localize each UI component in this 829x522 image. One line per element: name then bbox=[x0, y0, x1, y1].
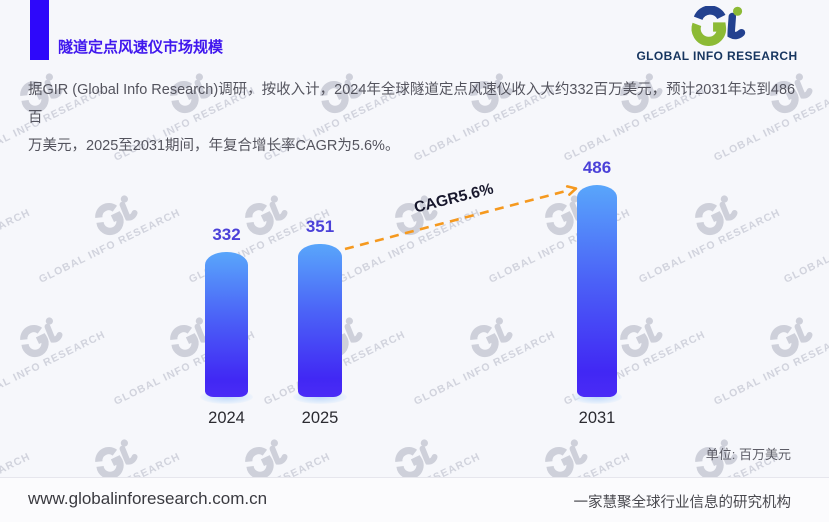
intro-line-2: 万美元，2025至2031期间，年复合增长率CAGR为5.6%。 bbox=[28, 138, 400, 154]
value-label: 486 bbox=[582, 158, 612, 177]
title-accent-bar bbox=[30, 0, 49, 60]
gi-watermark-icon bbox=[170, 73, 213, 113]
watermark: GLOBAL INFO RESEARCH bbox=[397, 56, 578, 164]
intro-paragraph: 据GIR (Global Info Research)调研，按收入计，2024年… bbox=[28, 76, 807, 160]
watermark: GLOBAL INFO RESEARCH bbox=[322, 409, 503, 477]
footer: www.globalinforesearch.com.cn 一家慧聚全球行业信息… bbox=[0, 477, 829, 522]
gi-watermark-icon bbox=[245, 195, 288, 235]
intro-line-1: 据GIR (Global Info Research)调研，按收入计，2024年… bbox=[28, 82, 796, 126]
bar-group-2031: 486 2031 bbox=[572, 158, 622, 427]
gi-watermark-icon bbox=[95, 195, 138, 235]
website-link[interactable]: www.globalinforesearch.com.cn bbox=[28, 489, 268, 508]
bar bbox=[205, 252, 248, 397]
gi-watermark-icon bbox=[470, 73, 513, 113]
bar bbox=[577, 185, 617, 397]
gi-watermark-icon bbox=[620, 73, 663, 113]
watermark: GLOBAL INFO RESEARCH bbox=[247, 56, 428, 164]
gi-watermark-icon bbox=[695, 439, 738, 477]
watermark: GLOBAL INFO RESEARCH bbox=[0, 56, 127, 164]
x-axis-label: 2031 bbox=[578, 409, 616, 427]
gi-watermark-icon bbox=[620, 317, 663, 357]
unit-label: 单位: 百万美元 bbox=[705, 447, 791, 462]
bar bbox=[298, 244, 342, 397]
x-axis-label: 2025 bbox=[301, 409, 339, 427]
value-label: 351 bbox=[305, 217, 335, 236]
watermark: GLOBAL INFO RESEARCH bbox=[697, 56, 829, 164]
gi-watermark-icon bbox=[320, 73, 363, 113]
watermark: GLOBAL INFO RESEARCH bbox=[22, 165, 203, 286]
gi-watermark-icon bbox=[395, 439, 438, 477]
gi-watermark-icon bbox=[695, 195, 738, 235]
gi-watermark-icon bbox=[470, 317, 513, 357]
watermark: GLOBAL INFO RESEARCH bbox=[472, 409, 653, 477]
watermark: GLOBAL INFO RESEARCH bbox=[547, 56, 728, 164]
gi-watermark-icon bbox=[20, 317, 63, 357]
watermark: GLOBAL INFO RESEARCH bbox=[397, 287, 578, 408]
watermark: GLOBAL INFO RESEARCH bbox=[622, 165, 803, 286]
gi-watermark-icon bbox=[95, 439, 138, 477]
gi-watermark-icon bbox=[545, 439, 588, 477]
footer-tagline: 一家慧聚全球行业信息的研究机构 bbox=[573, 495, 792, 511]
bar-group-2024: 332 2024 bbox=[200, 225, 253, 427]
gi-watermark-icon bbox=[245, 439, 288, 477]
watermark: GLOBAL INFO RESEARCH bbox=[22, 409, 203, 477]
watermark: GLOBAL INFO RESEARCH bbox=[697, 287, 829, 408]
gi-watermark-icon bbox=[770, 73, 813, 113]
watermark: GLOBAL INFO RESEARCH bbox=[622, 409, 803, 477]
value-label: 332 bbox=[212, 225, 241, 244]
gi-logo: GLOBAL INFO RESEARCH bbox=[633, 6, 801, 63]
trend-arrow-icon bbox=[565, 185, 578, 196]
bar-group-2025: 351 2025 bbox=[293, 217, 347, 427]
bar-chart: 332 2024 351 2025 486 2031 CAGR5.6% bbox=[0, 150, 829, 450]
brand-text: GLOBAL INFO RESEARCH bbox=[636, 49, 798, 63]
x-axis-label: 2024 bbox=[208, 409, 245, 427]
gi-watermark-icon bbox=[770, 317, 813, 357]
watermark: GLOBAL INFO RESEARCH bbox=[172, 409, 353, 477]
page-title: 隧道定点风速仪市场规模 bbox=[58, 39, 224, 56]
cagr-label: CAGR5.6% bbox=[412, 180, 496, 217]
gi-watermark-icon bbox=[20, 73, 63, 113]
watermark: GLOBAL INFO RESEARCH bbox=[97, 56, 278, 164]
watermark: GLOBAL INFO RESEARCH bbox=[172, 165, 353, 286]
watermark: GLOBAL INFO RESEARCH bbox=[0, 287, 127, 408]
gi-logo-icon bbox=[691, 6, 746, 46]
watermark: GLOBAL INFO RESEARCH bbox=[547, 287, 728, 408]
cagr-trend-line bbox=[344, 185, 578, 251]
